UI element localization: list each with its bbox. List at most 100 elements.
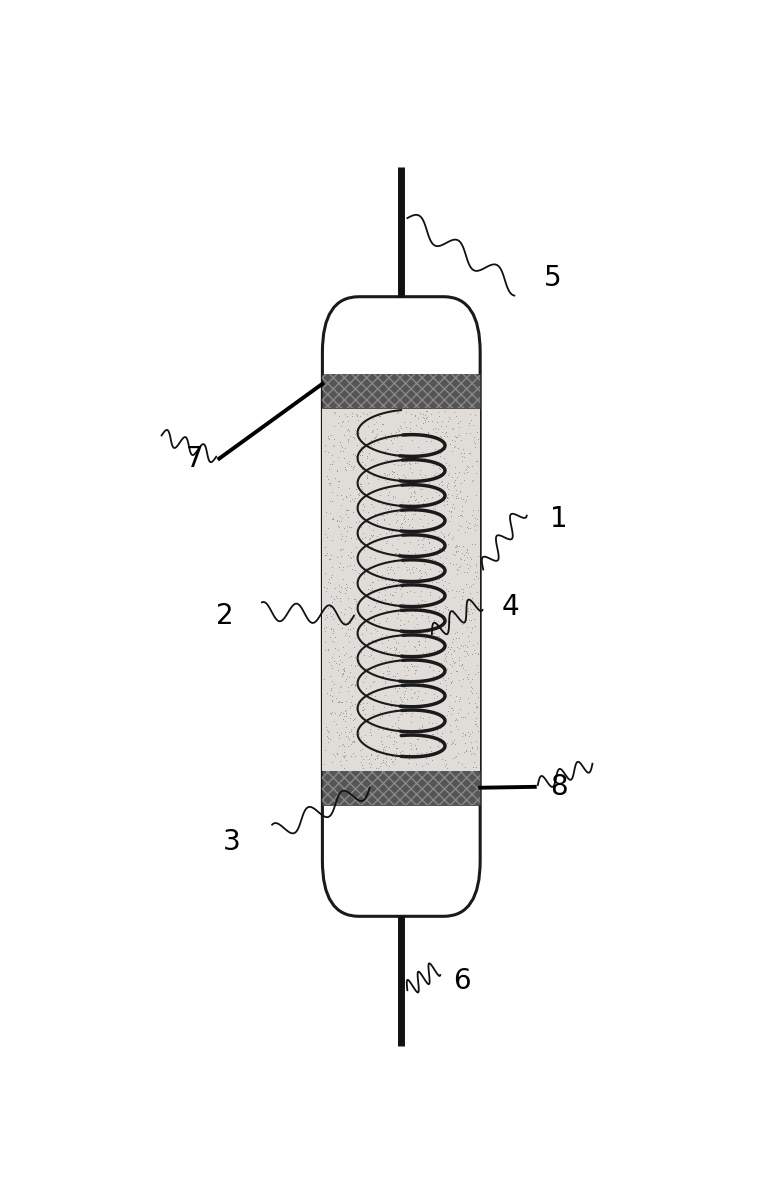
Point (414, 444, 427, 464)
Point (425, 405, 438, 424)
Point (371, 470, 384, 489)
Point (386, 521, 399, 540)
Point (429, 597, 442, 616)
Point (326, 632, 338, 651)
Point (434, 731, 446, 751)
Point (437, 540, 449, 560)
Point (426, 724, 438, 743)
Point (419, 540, 431, 560)
Point (325, 620, 337, 639)
Point (349, 592, 362, 611)
Point (381, 470, 394, 489)
Point (381, 727, 394, 746)
Point (453, 689, 466, 709)
Point (400, 402, 413, 422)
Point (377, 503, 390, 522)
Point (332, 447, 345, 466)
Point (462, 611, 474, 631)
Point (360, 679, 373, 698)
Point (433, 587, 446, 607)
Point (464, 548, 476, 567)
Point (335, 495, 348, 514)
Point (445, 673, 457, 692)
Point (341, 677, 354, 697)
Point (456, 588, 468, 608)
Point (341, 728, 354, 747)
Point (341, 430, 354, 449)
Point (413, 568, 425, 587)
Point (446, 430, 458, 449)
Point (410, 489, 422, 508)
Point (410, 640, 423, 659)
Point (441, 659, 453, 679)
Point (449, 692, 462, 711)
Point (434, 426, 446, 446)
Point (397, 687, 410, 706)
Point (349, 604, 362, 623)
Point (460, 575, 473, 594)
Point (455, 430, 467, 449)
Point (421, 412, 434, 431)
Point (439, 679, 452, 698)
Point (440, 495, 453, 514)
Point (340, 718, 352, 737)
Point (326, 557, 338, 576)
Point (396, 466, 409, 485)
Point (392, 717, 404, 736)
Point (418, 412, 431, 431)
Point (354, 566, 366, 585)
Point (379, 570, 392, 590)
Point (324, 491, 337, 510)
Point (398, 637, 410, 656)
Point (414, 743, 427, 763)
Point (401, 525, 413, 544)
Point (366, 649, 379, 668)
Point (392, 455, 404, 474)
Point (368, 549, 381, 568)
Point (383, 465, 395, 484)
Point (424, 582, 436, 602)
Point (438, 670, 451, 689)
Point (339, 746, 352, 765)
Point (337, 646, 350, 665)
Point (456, 727, 469, 746)
Point (401, 572, 413, 591)
Point (318, 669, 330, 688)
Point (409, 543, 421, 562)
Point (405, 679, 417, 698)
Point (419, 602, 431, 621)
Point (471, 582, 484, 602)
Point (326, 454, 338, 473)
Point (400, 426, 413, 446)
Point (449, 464, 461, 483)
Point (357, 404, 370, 423)
Point (435, 472, 448, 491)
Point (328, 746, 341, 765)
Point (355, 753, 368, 772)
Point (355, 460, 368, 479)
Point (392, 543, 405, 562)
Point (416, 479, 428, 498)
Point (423, 620, 435, 639)
Point (376, 570, 388, 590)
Point (327, 745, 339, 764)
Point (403, 546, 416, 566)
Point (461, 539, 474, 558)
Point (389, 691, 402, 710)
Point (417, 528, 430, 548)
Point (386, 434, 399, 453)
Point (433, 627, 446, 646)
Point (341, 615, 354, 634)
Point (377, 506, 389, 525)
Point (406, 605, 418, 625)
Point (420, 749, 432, 769)
Point (337, 742, 350, 761)
Point (353, 442, 366, 461)
Point (352, 418, 364, 437)
Point (385, 593, 398, 613)
Point (470, 567, 482, 586)
Point (467, 428, 480, 447)
Point (442, 668, 454, 687)
Point (463, 604, 475, 623)
Point (341, 501, 354, 520)
